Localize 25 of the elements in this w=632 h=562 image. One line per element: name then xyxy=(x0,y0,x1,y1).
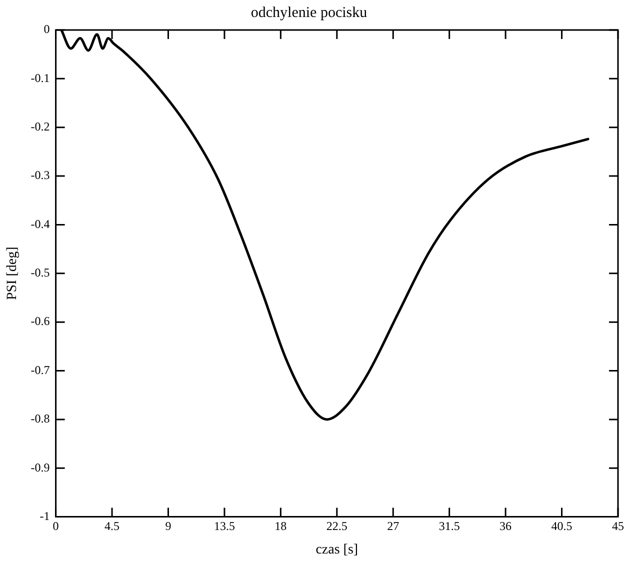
y-tick-label: -0.1 xyxy=(30,70,50,85)
x-tick-label: 9 xyxy=(165,519,172,534)
y-tick-label: -1 xyxy=(40,508,50,523)
x-tick-label: 22.5 xyxy=(326,519,348,534)
y-tick-label: -0.8 xyxy=(30,412,50,426)
y-tick-label: 0 xyxy=(44,22,50,36)
x-tick-label: 45 xyxy=(612,519,624,534)
x-tick-label: 18 xyxy=(274,519,287,534)
y-tick-label: -0.5 xyxy=(30,266,50,280)
y-tick-label: -0.7 xyxy=(30,362,50,377)
x-tick-label: 0 xyxy=(52,519,59,534)
x-tick-label: 27 xyxy=(387,519,400,534)
x-tick-label: 31.5 xyxy=(438,519,460,534)
x-axis-title: czas [s] xyxy=(316,542,358,558)
y-axis-title: PSI [deg] xyxy=(5,246,20,300)
y-tick-label: -0.4 xyxy=(30,216,50,231)
x-tick-label: 40.5 xyxy=(551,519,572,534)
y-tick-label: -0.3 xyxy=(30,168,50,182)
x-tick-label: 4.5 xyxy=(104,519,120,534)
x-tick-label: 36 xyxy=(500,519,512,534)
chart-title: odchylenie pocisku xyxy=(250,4,368,21)
x-tick-label: 13.5 xyxy=(214,519,235,534)
y-tick-label: -0.9 xyxy=(30,460,50,474)
y-tick-label: -0.6 xyxy=(30,314,50,328)
y-tick-label: -0.2 xyxy=(30,120,50,134)
